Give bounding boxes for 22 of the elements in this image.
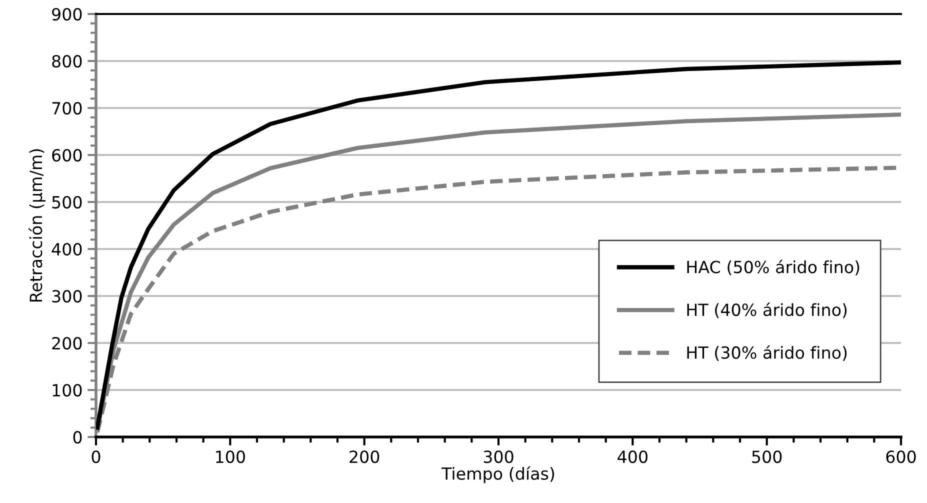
y-tick-label: 300 — [52, 290, 82, 303]
y-tick-label: 600 — [52, 148, 82, 162]
x-axis-title: Tiempo (días) — [441, 466, 554, 484]
legend-label: HAC (50% árido fino) — [687, 260, 860, 276]
y-axis-title: Retracción (µm/m) — [28, 149, 46, 302]
y-tick-label: 900 — [52, 8, 82, 21]
x-tick-label: 300 — [484, 450, 514, 464]
legend-label: HT (30% árido fino) — [687, 345, 847, 361]
x-tick-label: 100 — [216, 450, 245, 464]
y-tick-label: 400 — [52, 242, 82, 256]
y-tick-label: 100 — [52, 384, 82, 397]
x-tick-label: 500 — [752, 450, 782, 464]
x-tick-label: 200 — [350, 450, 380, 464]
y-tick-label: 700 — [52, 102, 82, 115]
x-tick-label: 600 — [886, 450, 916, 464]
legend-label: HT (40% árido fino) — [687, 302, 847, 318]
y-tick-label: 200 — [52, 336, 82, 350]
y-tick-label: 500 — [52, 196, 82, 209]
y-tick-label: 800 — [52, 54, 82, 68]
x-tick-label: 400 — [618, 450, 648, 464]
x-tick-label: 0 — [92, 450, 100, 464]
y-tick-label: 0 — [73, 430, 82, 444]
